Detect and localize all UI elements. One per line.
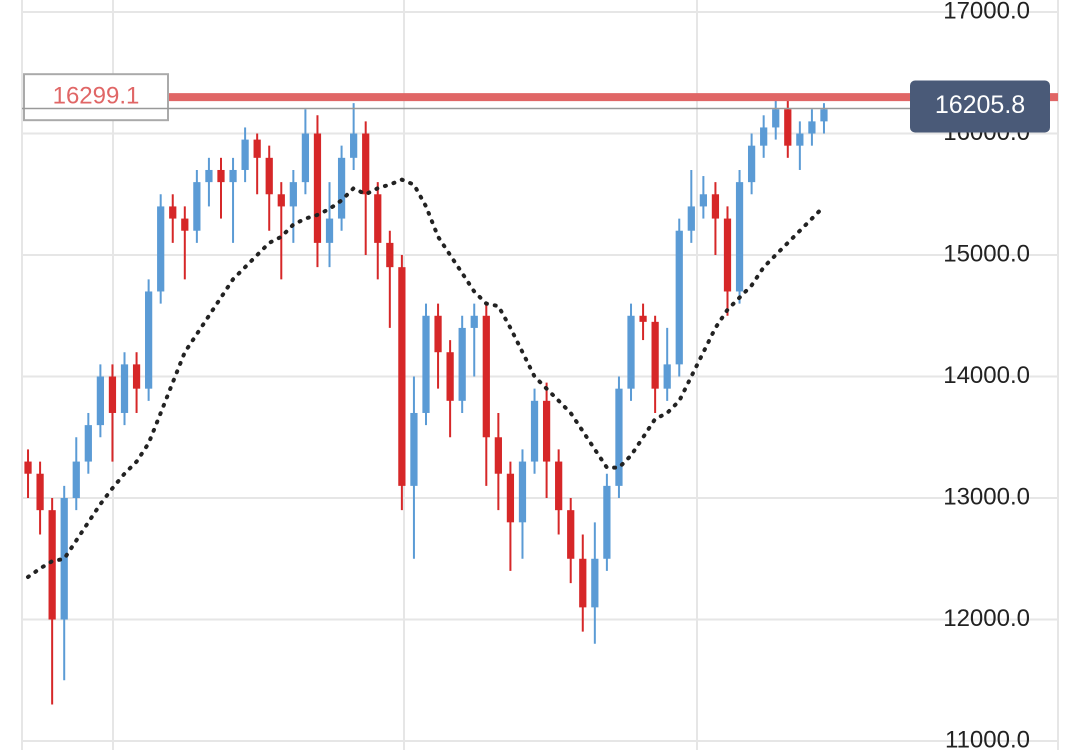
candle-body bbox=[784, 109, 792, 146]
candle-body bbox=[808, 121, 816, 134]
candle-body bbox=[434, 315, 442, 353]
candle-body bbox=[325, 218, 334, 243]
candle-body bbox=[337, 157, 346, 219]
candle-body bbox=[229, 169, 237, 183]
candle-body bbox=[470, 315, 478, 328]
candle-body bbox=[181, 218, 189, 231]
candle-body bbox=[84, 425, 92, 462]
y-tick-label: 13000.0 bbox=[943, 483, 1030, 510]
candle-body bbox=[663, 364, 671, 389]
candle-body bbox=[313, 133, 322, 243]
candle-body bbox=[132, 364, 141, 389]
candle-body bbox=[157, 206, 165, 292]
candle-body bbox=[820, 109, 828, 122]
candle-body bbox=[410, 412, 418, 486]
candle-body bbox=[506, 473, 515, 523]
candle-body bbox=[458, 327, 466, 401]
y-tick-label: 17000.0 bbox=[943, 0, 1030, 24]
candle-body bbox=[398, 267, 406, 486]
candle-body bbox=[48, 510, 56, 620]
candle-body bbox=[205, 169, 213, 183]
candle-body bbox=[422, 315, 430, 413]
candle-body bbox=[603, 485, 611, 559]
candle-body bbox=[699, 194, 707, 207]
candle-body bbox=[145, 291, 153, 389]
high-label: 16299.1 bbox=[53, 83, 140, 110]
candle-body bbox=[253, 139, 261, 158]
candle-body bbox=[711, 194, 720, 219]
y-tick-label: 14000.0 bbox=[943, 362, 1030, 389]
candle-body bbox=[241, 139, 249, 170]
candle-body bbox=[96, 376, 105, 426]
candle-body bbox=[723, 218, 732, 292]
candle-body bbox=[265, 157, 273, 195]
candle-body bbox=[567, 510, 575, 559]
candle-body bbox=[772, 109, 780, 128]
y-tick-label: 12000.0 bbox=[943, 605, 1030, 632]
candle-body bbox=[362, 133, 370, 195]
candle-body bbox=[386, 242, 394, 268]
candle-body bbox=[627, 315, 635, 389]
candle-body bbox=[72, 461, 80, 499]
candle-body bbox=[518, 461, 527, 523]
candle-body bbox=[579, 558, 587, 608]
candle-body bbox=[615, 388, 623, 486]
candle-body bbox=[542, 400, 551, 462]
candle-body bbox=[60, 498, 68, 620]
candle-body bbox=[301, 133, 310, 183]
candle-body bbox=[482, 315, 490, 438]
candle-body bbox=[120, 364, 129, 413]
candle-body bbox=[24, 461, 32, 474]
candle-body bbox=[289, 182, 297, 207]
candle-body bbox=[735, 182, 744, 292]
last-price-box bbox=[910, 80, 1050, 133]
candle-body bbox=[108, 376, 117, 413]
candle-body bbox=[530, 400, 539, 462]
high-label-box bbox=[23, 73, 169, 122]
candle-body bbox=[639, 315, 647, 322]
candle-body bbox=[446, 352, 454, 401]
candle-body bbox=[217, 169, 225, 183]
candle-body bbox=[760, 127, 768, 146]
candle-body bbox=[687, 206, 695, 231]
candle-body bbox=[675, 230, 683, 365]
candle-body bbox=[555, 461, 563, 511]
candle-body bbox=[277, 194, 285, 207]
candle-body bbox=[374, 194, 382, 243]
candle-body bbox=[796, 133, 804, 146]
candle-body bbox=[193, 182, 201, 231]
y-tick-label: 11000.0 bbox=[945, 726, 1030, 750]
moving-average bbox=[26, 177, 826, 579]
candle-body bbox=[169, 206, 177, 219]
candle-body bbox=[591, 558, 599, 608]
candle-body bbox=[494, 437, 502, 474]
candle-body bbox=[36, 473, 44, 511]
y-tick-label: 15000.0 bbox=[943, 240, 1030, 267]
candle-body bbox=[651, 321, 659, 389]
candle-body bbox=[747, 145, 756, 183]
candle-body bbox=[350, 133, 358, 158]
last-price-label: 16205.8 bbox=[935, 91, 1025, 119]
